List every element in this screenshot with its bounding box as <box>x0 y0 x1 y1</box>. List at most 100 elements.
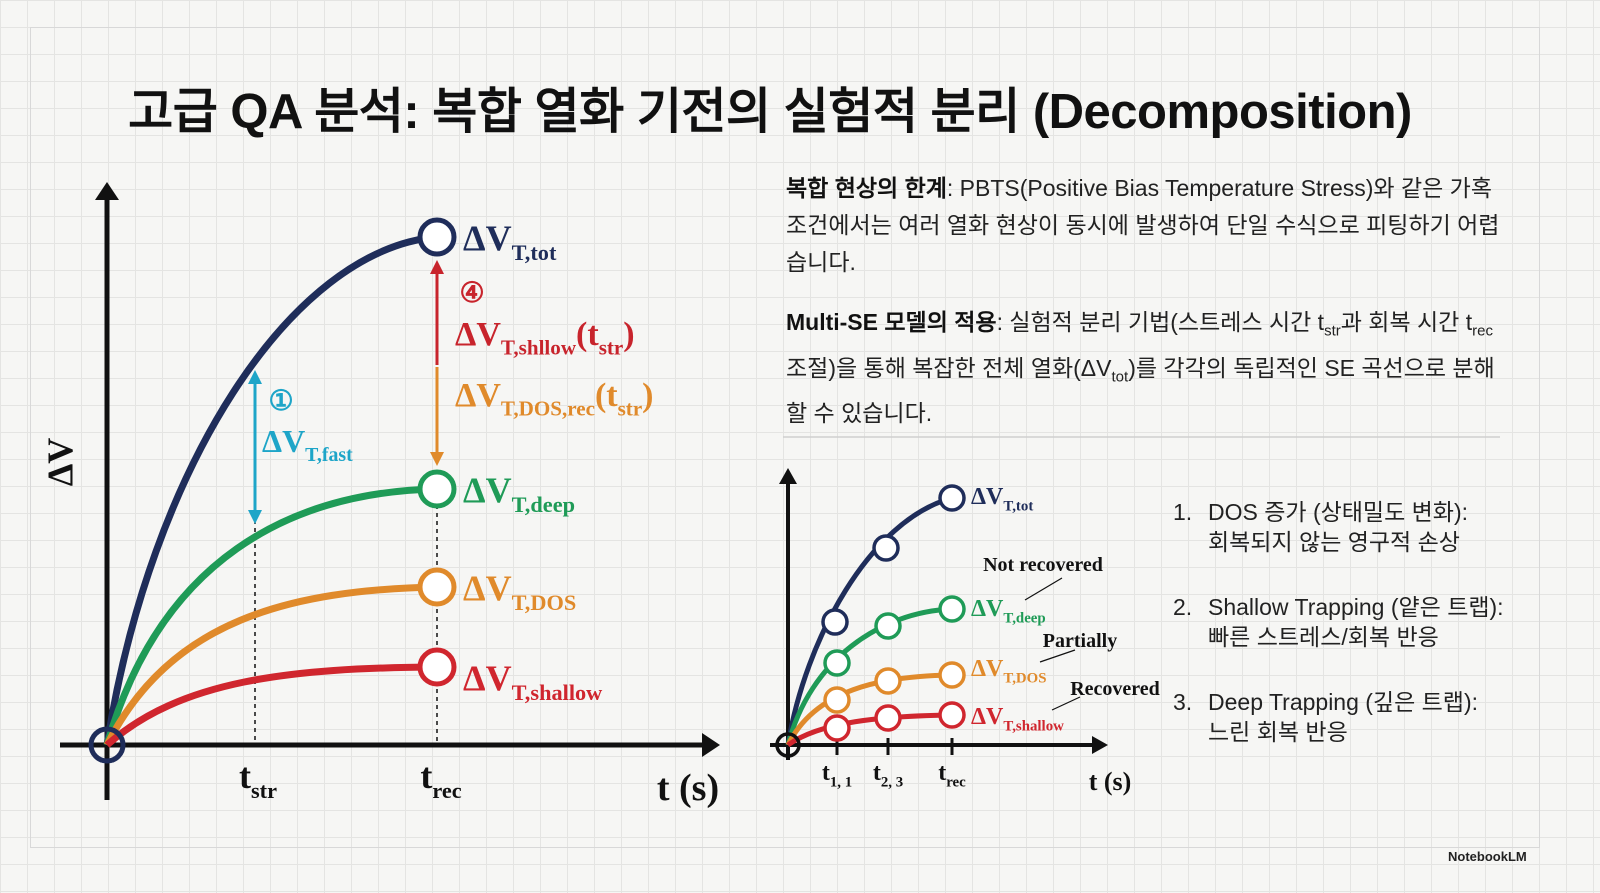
marker <box>823 714 851 742</box>
subscript: T,shallow <box>512 680 603 705</box>
shallow-number: ④ <box>459 278 484 309</box>
subscript: T,shallow <box>1003 719 1064 735</box>
curve-label: ΔVT,deep <box>971 596 1046 627</box>
marker <box>417 647 457 687</box>
text-part: (t <box>595 377 618 414</box>
marker <box>938 661 966 689</box>
text-part: 조절)을 통해 복잡한 전체 열화(ΔV <box>786 354 1112 381</box>
subscript: T,DOS,rec <box>501 397 595 421</box>
marker <box>417 567 457 607</box>
curve-label: ΔVT,shallow <box>463 658 602 705</box>
subscript: str <box>1324 322 1341 340</box>
lead: 복합 현상의 한계 <box>786 175 947 201</box>
marker <box>938 701 966 729</box>
text-part: ΔV <box>463 568 512 608</box>
text-part: : 실험적 분리 기법(스트레스 시간 t <box>996 309 1325 335</box>
frame <box>30 27 1540 848</box>
subscript: str <box>251 778 277 803</box>
subscript: 2, 3 <box>881 775 903 791</box>
curve-label: ΔVT,DOS <box>463 568 576 615</box>
y-arrow <box>779 468 797 484</box>
y-arrow <box>95 182 119 200</box>
text-part: 과 회복 시간 t <box>1340 309 1473 335</box>
brand: NotebookLM <box>1448 849 1527 864</box>
text-part: ΔV <box>262 423 305 459</box>
marker <box>874 612 902 640</box>
text-part: t <box>873 760 881 786</box>
leader <box>1039 649 1076 663</box>
marker <box>938 484 966 512</box>
subscript: T,DOS <box>512 590 577 615</box>
arrowhead <box>430 452 444 466</box>
curve-label: ΔVT,tot <box>971 484 1033 515</box>
list-number: 3. <box>1173 689 1193 715</box>
curve-tot <box>785 495 953 746</box>
arrowhead <box>430 260 444 274</box>
text-part: ) <box>623 316 634 353</box>
text-part: ) <box>642 377 653 414</box>
text-part: ΔV <box>971 656 1004 682</box>
x-tick-label: t2, 3 <box>873 760 903 791</box>
x-arrow <box>702 733 720 757</box>
annotation: Recovered <box>1070 678 1160 700</box>
subscript: rec <box>432 778 461 803</box>
subscript: T,tot <box>1003 499 1033 515</box>
subscript: T,tot <box>512 240 557 265</box>
subscript: 1, 1 <box>830 775 852 791</box>
y-axis-label: ΔV <box>40 438 80 487</box>
marker <box>417 217 457 257</box>
text-part: ΔV <box>971 484 1004 510</box>
text-part: ΔV <box>463 658 512 698</box>
list-detail: 느린 회복 반응 <box>1208 719 1348 745</box>
marker <box>872 534 900 562</box>
subscript: T,fast <box>305 444 353 466</box>
subscript: rec <box>1472 322 1493 340</box>
curve-dos <box>103 583 438 747</box>
x-axis-label: t (s) <box>1089 767 1132 796</box>
paragraph: Multi-SE 모델의 적용: 실험적 분리 기법(스트레스 시간 tstr과… <box>786 304 1501 432</box>
curve-dos <box>785 672 953 747</box>
x-axis-label: t (s) <box>657 767 719 809</box>
x-tick-label: trec <box>938 760 966 791</box>
text-part: t <box>938 760 946 786</box>
curve-label: ΔVT,tot <box>463 218 557 265</box>
marker <box>417 469 457 509</box>
text-part: ΔV <box>463 218 512 258</box>
paragraph: 복합 현상의 한계: PBTS(Positive Bias Temperatur… <box>786 170 1501 281</box>
origin-marker <box>88 726 126 764</box>
text-part: ΔV <box>971 596 1004 622</box>
fast-number: ① <box>268 386 293 417</box>
list-title: Shallow Trapping (얕은 트랩): <box>1208 594 1504 620</box>
text-part: )를 각각의 독립적인 SE 곡선으로 분해할 수 있습니다. <box>786 354 1495 427</box>
annotation: Partially <box>1043 630 1117 652</box>
curve-label: ΔVT,shallow <box>971 704 1064 735</box>
origin-marker <box>775 732 801 758</box>
shallow-label: ΔVT,shllow(tstr) <box>455 316 635 360</box>
dos-rec-label: ΔVT,DOS,rec(tstr) <box>455 377 654 421</box>
curve-label: ΔVT,DOS <box>971 656 1047 687</box>
list-title: Deep Trapping (깊은 트랩): <box>1208 689 1479 715</box>
subscript: str <box>618 397 643 421</box>
text-part: (t <box>576 316 599 353</box>
x-tick-label: trec <box>420 756 461 803</box>
list-title: DOS 증가 (상태밀도 변화): <box>1208 499 1468 525</box>
curve-label: ΔVT,deep <box>463 470 575 517</box>
text-part: : PBTS(Positive Bias Temperature Stress)… <box>786 175 1500 275</box>
curve-deep <box>785 606 953 746</box>
x-tick-label: t1, 1 <box>822 760 852 791</box>
subscript: T,shllow <box>501 336 577 360</box>
lead: Multi-SE 모델의 적용 <box>786 309 997 335</box>
subscript: rec <box>946 775 966 791</box>
list-number: 1. <box>1173 499 1193 525</box>
curve-shallow <box>104 663 438 748</box>
marker <box>874 667 902 695</box>
leader <box>1024 577 1063 601</box>
curve-shallow <box>786 712 953 748</box>
list-number: 2. <box>1173 594 1193 620</box>
annotation: Not recovered <box>983 554 1103 576</box>
text-part: t <box>822 760 830 786</box>
x-tick-label: tstr <box>239 756 277 803</box>
text-part: t <box>239 756 251 796</box>
